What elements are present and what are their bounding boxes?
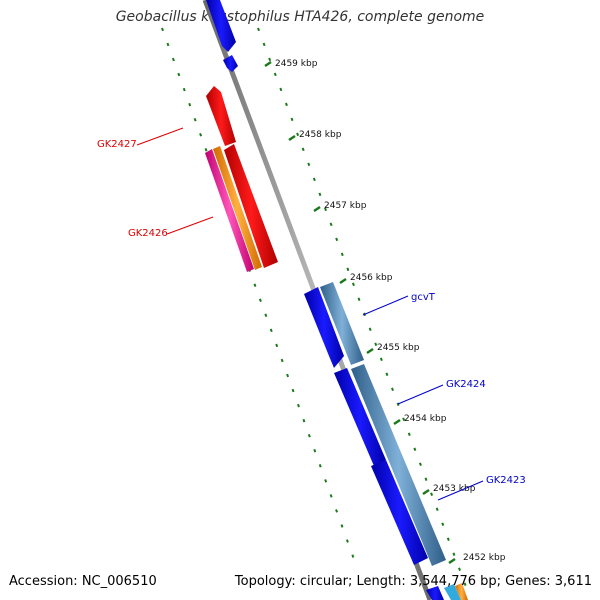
tick-mark	[422, 488, 430, 496]
tick-label: 2457 kbp	[324, 201, 367, 211]
gene-arrow-gk2427[interactable]	[224, 144, 278, 268]
tick-mark	[448, 557, 456, 565]
tick-mark	[339, 277, 347, 285]
tick-label: 2454 kbp	[404, 414, 447, 424]
tick-label: 2452 kbp	[463, 553, 506, 563]
tick-mark	[264, 60, 272, 68]
gene-features	[205, 0, 468, 600]
gene-label-gcvt[interactable]: gcvT	[411, 292, 436, 303]
tick-mark	[366, 347, 374, 355]
gene-arrow-bottom-blue[interactable]	[426, 586, 444, 600]
scale-ticks: 2459 kbp 2458 kbp 2457 kbp 2456 kbp 2455…	[264, 59, 506, 565]
gene-arrow-gcvt-steel[interactable]	[320, 282, 364, 365]
gene-arrow-gk2424-steel[interactable]	[351, 364, 446, 566]
gene-arrow-gk2426-orange[interactable]	[213, 146, 262, 270]
leader-line	[437, 480, 484, 501]
leader-line	[166, 216, 214, 235]
gene-arrow-bottom-cyan[interactable]	[444, 584, 461, 600]
tick-label: 2458 kbp	[299, 130, 342, 140]
leader-line	[397, 384, 444, 405]
gene-label-gk2426[interactable]: GK2426	[128, 228, 168, 239]
gene-arrow-gk2426-magenta[interactable]	[205, 149, 254, 272]
gene-labels: GK2427 GK2426 gcvT GK2424 GK2423	[97, 127, 526, 501]
tick-label: 2456 kbp	[350, 273, 393, 283]
tick-mark	[288, 134, 296, 142]
accession-text: Accession: NC_006510	[9, 574, 157, 589]
genome-summary-text: Topology: circular; Length: 3,544,776 bp…	[234, 574, 592, 589]
gene-arrow-gcvt-blue[interactable]	[304, 287, 344, 368]
tick-label: 2459 kbp	[275, 59, 318, 69]
leader-line	[362, 295, 409, 316]
gene-arrow-gk2424-blue[interactable]	[334, 368, 386, 466]
gene-label-gk2427[interactable]: GK2427	[97, 139, 137, 150]
gene-label-gk2424[interactable]: GK2424	[446, 379, 486, 390]
gene-label-gk2423[interactable]: GK2423	[486, 475, 526, 486]
gene-arrow-gk2427-upper[interactable]	[206, 86, 236, 146]
tick-label: 2453 kbp	[433, 484, 476, 494]
leader-line	[136, 127, 184, 146]
tick-label: 2455 kbp	[377, 343, 420, 353]
tick-mark	[393, 418, 401, 426]
inner-tick-track	[257, 27, 469, 593]
tick-mark	[313, 205, 321, 213]
gene-arrow-gk2423-blue[interactable]	[371, 460, 428, 565]
gene-arrow-top-blue-1[interactable]	[206, 0, 236, 52]
gene-arrow-top-blue-2[interactable]	[223, 55, 238, 72]
gene-arrow-bottom-orange[interactable]	[455, 583, 468, 600]
